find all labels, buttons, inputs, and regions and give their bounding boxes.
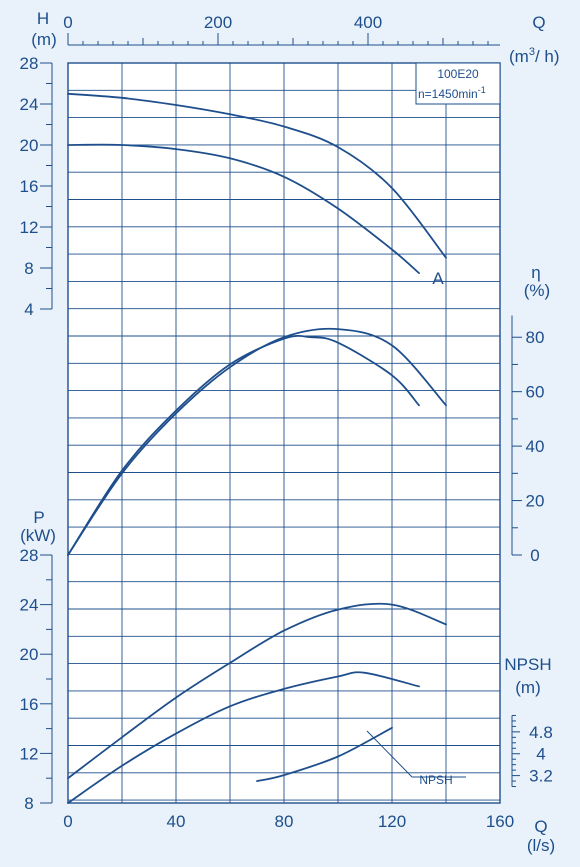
npsh-tick-label: 3.2 bbox=[529, 767, 553, 786]
efficiency-tick-label: 80 bbox=[526, 328, 545, 347]
power-axis-unit: (kW) bbox=[20, 526, 56, 545]
head-tick-label: 28 bbox=[20, 54, 39, 73]
efficiency-curve-4 bbox=[67, 335, 420, 556]
q-ls-tick-label: 0 bbox=[63, 812, 72, 831]
grid bbox=[68, 62, 501, 803]
efficiency-tick-label: 20 bbox=[526, 492, 545, 511]
efficiency-tick-label: 0 bbox=[530, 546, 539, 565]
q-ls-tick-label: 160 bbox=[486, 812, 514, 831]
npsh-axis-name: NPSH bbox=[504, 655, 551, 674]
q-ls-axis-unit: (l/s) bbox=[527, 836, 555, 855]
q-ls-tick-label: 80 bbox=[275, 812, 294, 831]
head-tick-label: 4 bbox=[24, 300, 33, 319]
head-tick-label: 12 bbox=[20, 218, 39, 237]
model-box bbox=[415, 62, 501, 105]
power-tick-label: 20 bbox=[20, 645, 39, 664]
head-curve-1 bbox=[67, 92, 447, 259]
efficiency-tick-label: 40 bbox=[526, 437, 545, 456]
head-axis-name: H bbox=[37, 9, 49, 28]
head-tick-label: 16 bbox=[20, 177, 39, 196]
head-tick-label: 24 bbox=[20, 95, 39, 114]
q-ls-axis-name: Q bbox=[534, 817, 547, 836]
npsh-leader-line bbox=[366, 730, 413, 778]
q-ls-tick-label: 120 bbox=[378, 812, 406, 831]
npsh-curve-label: NPSH bbox=[419, 773, 452, 787]
curves bbox=[67, 92, 447, 804]
speed-label: n=1450min-1 bbox=[418, 85, 486, 101]
labels: A NPSH 100E20 n=1450min-1 bbox=[366, 67, 486, 787]
axes: 0 40 80 120 160 Q(l/s)0 200 400 Q(m3/ h)48121620… bbox=[20, 9, 560, 855]
q-m3h-tick-label: 400 bbox=[354, 13, 382, 32]
power-tick-label: 16 bbox=[20, 695, 39, 714]
npsh-curve-7 bbox=[256, 726, 393, 782]
q-m3h-axis-name: Q bbox=[532, 13, 545, 32]
power-tick-label: 8 bbox=[24, 794, 33, 813]
npsh-axis-unit: (m) bbox=[515, 678, 540, 697]
power-tick-label: 24 bbox=[20, 596, 39, 615]
npsh-tick-label: 4.8 bbox=[529, 723, 553, 742]
q-ls-tick-label: 40 bbox=[167, 812, 186, 831]
q-m3h-tick-label: 0 bbox=[63, 13, 72, 32]
power-tick-label: 12 bbox=[20, 744, 39, 763]
head-axis-unit: (m) bbox=[31, 30, 56, 49]
efficiency-axis-unit: (%) bbox=[524, 281, 550, 300]
efficiency-tick-label: 60 bbox=[526, 383, 545, 402]
head-tick-label: 8 bbox=[24, 259, 33, 278]
model-label: 100E20 bbox=[437, 67, 479, 81]
power-tick-label: 28 bbox=[20, 546, 39, 565]
q-m3h-axis-unit: (m3/ h) bbox=[509, 46, 560, 66]
head-curve-2 bbox=[67, 143, 420, 274]
npsh-tick-label: 4 bbox=[536, 745, 545, 764]
power-curve-6 bbox=[67, 671, 420, 804]
power-curve-5 bbox=[67, 602, 447, 780]
q-m3h-tick-label: 200 bbox=[204, 13, 232, 32]
efficiency-axis-name: η bbox=[531, 263, 540, 282]
head-tick-label: 20 bbox=[20, 136, 39, 155]
efficiency-curve-3 bbox=[67, 327, 447, 556]
power-axis-name: P bbox=[33, 508, 44, 527]
head-curve-a-label: A bbox=[432, 269, 444, 288]
